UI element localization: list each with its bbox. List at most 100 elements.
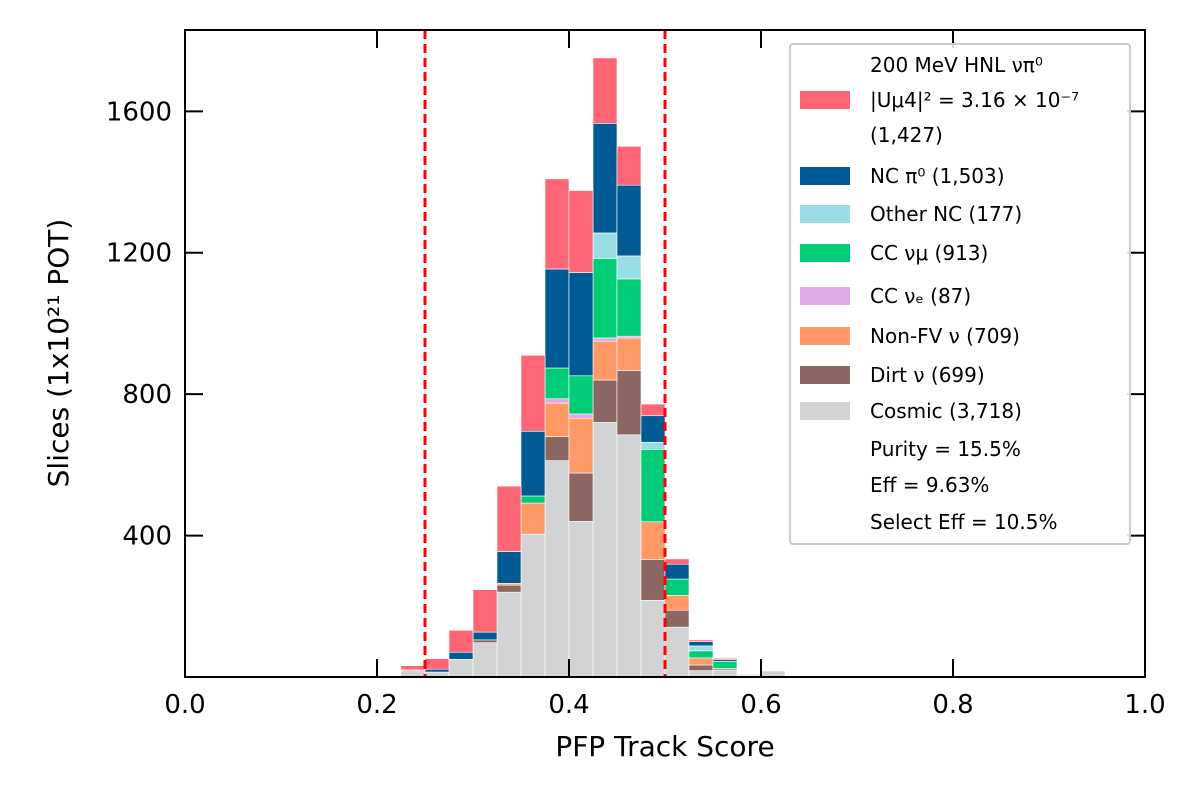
bar-segment-series6-bin12	[688, 641, 714, 647]
x-tick-label-2: 0.4	[548, 690, 589, 720]
legend-swatch-0	[800, 91, 850, 109]
legend-stat-2: Select Eff = 10.5%	[870, 510, 1057, 534]
bar-segment-series4-bin9	[616, 278, 642, 337]
legend-stat-0: Purity = 15.5%	[870, 437, 1021, 461]
bar-segment-series1-bin11	[664, 609, 690, 628]
legend-swatch-2	[800, 205, 850, 223]
x-tick-label-5: 1.0	[1124, 690, 1165, 720]
bar-segment-series7-bin11	[664, 558, 690, 565]
bar-segment-series2-bin5	[520, 502, 546, 535]
bar-segment-series0-bin7	[568, 521, 594, 678]
legend-swatch-6	[800, 366, 850, 384]
bar-segment-series6-bin9	[616, 184, 642, 257]
bar-segment-series6-bin8	[592, 123, 618, 234]
bar-segment-series4-bin10	[640, 449, 666, 523]
bar-segment-series4-bin11	[664, 578, 690, 596]
bar-segment-series6-bin1	[424, 668, 450, 673]
bar-segment-series5-bin12	[688, 645, 714, 652]
legend-swatch-1	[800, 167, 850, 185]
bar-segment-series0-bin5	[520, 533, 546, 678]
bar-segment-series0-bin8	[592, 422, 618, 678]
bar-segment-series6-bin7	[568, 272, 594, 377]
legend-label-0-line-1: |Uμ4|² = 3.16 × 10⁻⁷	[870, 88, 1079, 112]
bar-segment-series1-bin7	[568, 472, 594, 522]
legend-box	[789, 43, 1131, 545]
bar-segment-series6-bin5	[520, 430, 546, 497]
cut-lines-layer	[423, 30, 667, 677]
bar-segment-series5-bin9	[616, 255, 642, 280]
bar-segment-series7-bin13	[712, 657, 738, 660]
bar-segment-series3-bin8	[592, 337, 618, 342]
bar-segment-series5-bin10	[640, 441, 666, 450]
bar-segment-series7-bin3	[472, 589, 498, 633]
bar-segment-series1-bin6	[544, 436, 570, 461]
bar-segment-series7-bin7	[568, 190, 594, 273]
bar-segment-series2-bin10	[640, 521, 666, 560]
x-tick-label-3: 0.6	[740, 690, 781, 720]
y-tick-label-0: 400	[122, 522, 172, 552]
legend-swatch-5	[800, 327, 850, 345]
bar-segment-series2-bin8	[592, 340, 618, 381]
plot-frame	[184, 29, 1146, 678]
bar-segment-series2-bin11	[664, 595, 690, 611]
bar-segment-series7-bin6	[544, 178, 570, 270]
bar-segment-series7-bin2	[448, 630, 474, 653]
legend-label-2-line-0: Other NC (177)	[870, 202, 1022, 226]
bar-segment-series7-bin8	[592, 57, 618, 124]
bar-segment-series4-bin7	[568, 375, 594, 415]
x-tick-label-1: 0.2	[356, 690, 397, 720]
bar-segment-series1-bin3	[472, 639, 498, 644]
bars-layer	[400, 57, 786, 678]
bar-segment-series4-bin6	[544, 367, 570, 400]
x-axis-label: PFP Track Score	[555, 730, 774, 763]
bar-segment-series2-bin9	[616, 337, 642, 371]
legend-label-1-line-0: NC π⁰ (1,503)	[870, 164, 1005, 188]
bar-segment-series0-bin10	[640, 599, 666, 678]
bar-segment-series7-bin0	[400, 665, 426, 671]
legend-swatch-7	[800, 402, 850, 420]
bar-segment-series7-bin4	[496, 485, 522, 552]
bar-segment-series6-bin10	[640, 415, 666, 443]
bar-segment-series6-bin2	[448, 651, 474, 660]
bar-segment-series0-bin3	[472, 642, 498, 678]
bar-segment-series7-bin12	[688, 639, 714, 642]
bar-segment-series4-bin12	[688, 650, 714, 659]
legend-label-0-line-0: 200 MeV HNL νπ⁰	[870, 53, 1043, 77]
bar-segment-series7-bin5	[520, 354, 546, 432]
bar-segment-series1-bin9	[616, 370, 642, 436]
bar-segment-series2-bin7	[568, 417, 594, 474]
bar-segment-series6-bin3	[472, 631, 498, 641]
bar-segment-series1-bin4	[496, 584, 522, 593]
x-tick-label-4: 0.8	[932, 690, 973, 720]
bar-segment-series1-bin8	[592, 379, 618, 423]
legend-label-3-line-0: CC νμ (913)	[870, 241, 988, 265]
bar-segment-series0-bin6	[544, 460, 570, 678]
bar-segment-series0-bin9	[616, 434, 642, 678]
bar-segment-series0-bin13	[712, 669, 738, 678]
bar-segment-series4-bin5	[520, 495, 546, 504]
legend-label-6-line-0: Dirt ν (699)	[870, 363, 985, 387]
bar-segment-series1-bin14	[736, 674, 762, 676]
legend-swatch-4	[800, 287, 850, 305]
y-axis-label: Slices (1x10²¹ POT)	[42, 219, 75, 488]
bar-segment-series4-bin13	[712, 661, 738, 669]
bar-segment-series0-bin4	[496, 591, 522, 678]
bar-segment-series0-bin11	[664, 626, 690, 678]
bar-segment-series1-bin12	[688, 664, 714, 671]
legend-label-7-line-0: Cosmic (3,718)	[870, 399, 1022, 423]
bar-segment-series7-bin9	[616, 146, 642, 186]
bar-segment-series7-bin1	[424, 658, 450, 670]
bar-segment-series3-bin7	[568, 413, 594, 419]
bar-segment-series2-bin6	[544, 402, 570, 437]
y-tick-label-1: 800	[122, 380, 172, 410]
bar-segment-series6-bin11	[664, 563, 690, 580]
bar-segment-series7-bin10	[640, 403, 666, 417]
bar-segment-series1-bin10	[640, 559, 666, 601]
bar-segment-series2-bin12	[688, 657, 714, 666]
legend: 200 MeV HNL νπ⁰ |Uμ4|² = 3.16 × 10⁻⁷ (1,4…	[789, 43, 1131, 545]
x-tick-label-0: 0.0	[164, 690, 205, 720]
y-tick-label-3: 1600	[106, 97, 172, 127]
legend-label-5-line-0: Non-FV ν (709)	[870, 324, 1020, 348]
legend-label-4-line-0: CC νₑ (87)	[870, 284, 971, 308]
